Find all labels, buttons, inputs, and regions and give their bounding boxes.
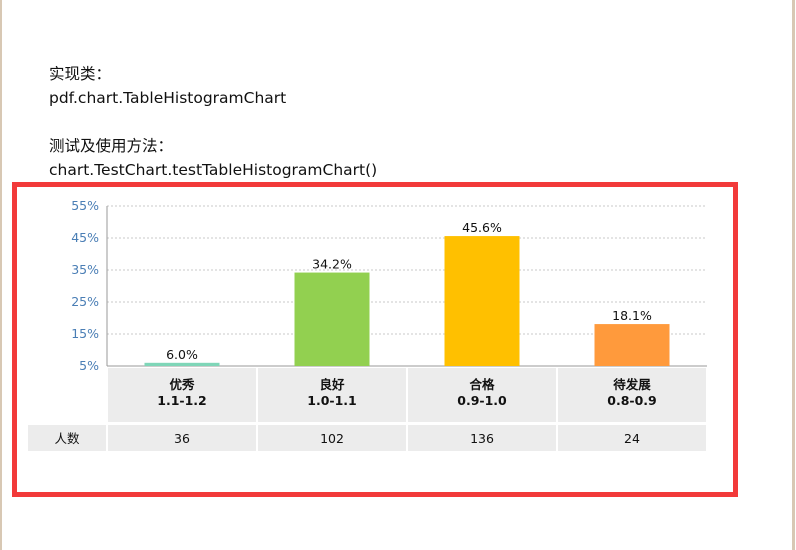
- table-value: 36: [174, 431, 190, 446]
- test-heading: 测试及使用方法：: [49, 137, 174, 155]
- y-tick-label: 35%: [71, 262, 99, 277]
- row-label: 人数: [54, 431, 80, 446]
- table-header-cell: [258, 368, 406, 422]
- page-left-edge: [0, 0, 2, 550]
- category-name: 待发展: [613, 377, 651, 392]
- y-tick-label: 25%: [71, 294, 99, 309]
- y-tick-label: 45%: [71, 230, 99, 245]
- category-name: 良好: [319, 377, 345, 392]
- y-tick-label: 15%: [71, 326, 99, 341]
- category-name: 合格: [469, 377, 495, 392]
- data-label: 18.1%: [612, 308, 652, 323]
- row-label-cell: [28, 425, 106, 451]
- category-range: 0.8-0.9: [607, 393, 656, 408]
- bar: [144, 362, 220, 366]
- category-range: 1.0-1.1: [307, 393, 356, 408]
- category-range: 1.1-1.2: [157, 393, 206, 408]
- y-tick-label: 5%: [79, 358, 99, 373]
- bar: [294, 272, 370, 366]
- category-name: 优秀: [169, 377, 195, 392]
- doc-text-block: 实现类： pdf.chart.TableHistogramChart 测试及使用…: [49, 62, 377, 182]
- impl-heading: 实现类：: [49, 65, 112, 83]
- table-value-cell: [108, 425, 256, 451]
- data-label: 45.6%: [462, 220, 502, 235]
- table-value: 102: [320, 431, 344, 446]
- table-value: 136: [470, 431, 494, 446]
- page-right-edge: [792, 0, 795, 550]
- impl-value: pdf.chart.TableHistogramChart: [49, 89, 287, 107]
- table-header-cell: [558, 368, 706, 422]
- table-value: 24: [624, 431, 640, 446]
- bar: [594, 324, 670, 366]
- category-range: 0.9-1.0: [457, 393, 507, 408]
- bar: [444, 236, 520, 366]
- data-label: 34.2%: [312, 257, 352, 272]
- test-value: chart.TestChart.testTableHistogramChart(…: [49, 161, 378, 179]
- data-label: 6.0%: [166, 347, 198, 362]
- highlight-frame: [12, 182, 738, 497]
- table-value-cell: [258, 425, 406, 451]
- y-tick-label: 55%: [71, 198, 99, 213]
- table-value-cell: [558, 425, 706, 451]
- table-value-cell: [408, 425, 556, 451]
- table-header-cell: [408, 368, 556, 422]
- table-header-cell: [108, 368, 256, 422]
